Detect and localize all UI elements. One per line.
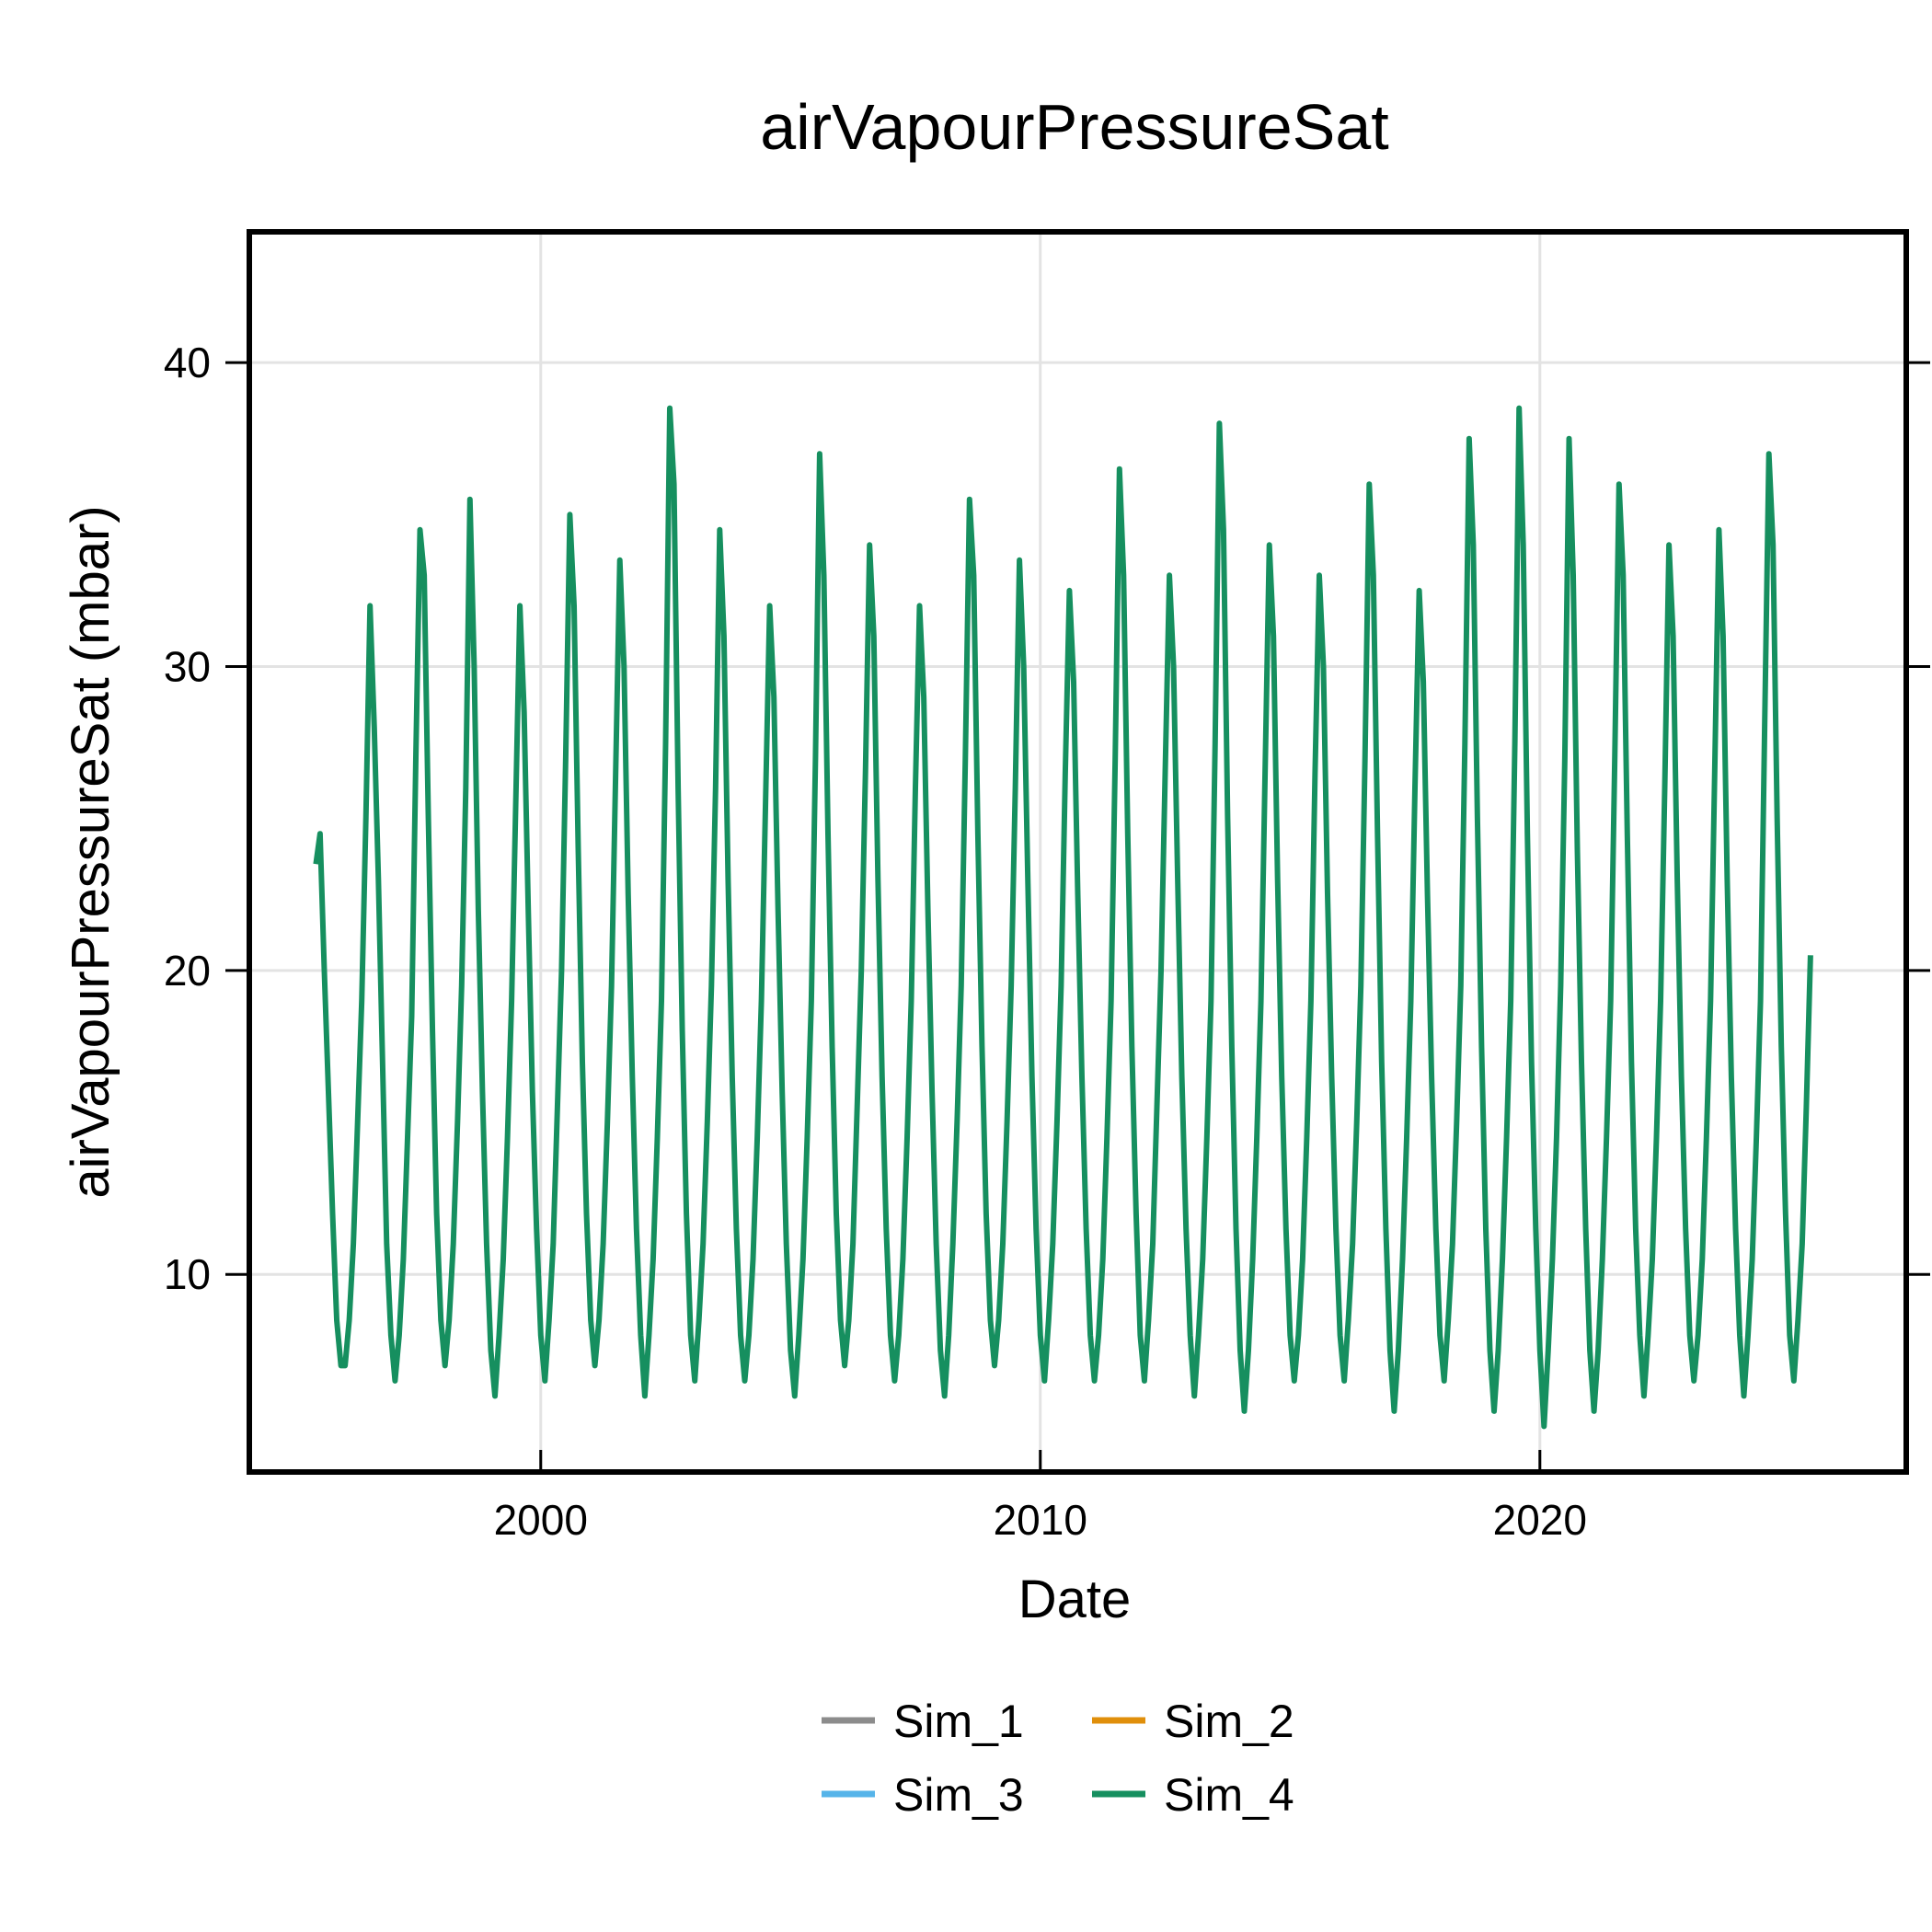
- legend-entry: Sim_4: [1092, 1769, 1294, 1821]
- x-axis-label: Date: [1018, 1570, 1132, 1629]
- x-tick-label: 2020: [1493, 1496, 1587, 1544]
- y-tick-label: 30: [164, 642, 211, 690]
- y-tick-label: 20: [164, 947, 211, 995]
- series-layer: [313, 405, 1813, 1430]
- y-tick-label: 10: [164, 1250, 211, 1298]
- legend-entry: Sim_1: [822, 1696, 1024, 1747]
- legend-label: Sim_2: [1164, 1696, 1294, 1747]
- legend-label: Sim_4: [1164, 1769, 1294, 1821]
- plot-frame: [247, 229, 1909, 1475]
- y-tick-label: 40: [164, 339, 211, 386]
- legend-entry: Sim_2: [1092, 1696, 1294, 1747]
- legend-label: Sim_3: [893, 1769, 1024, 1821]
- x-tick-label: 2000: [494, 1496, 588, 1544]
- axis-ticks: 2000 2010 2020 10 20 30 40: [164, 339, 1930, 1544]
- legend: Sim_1 Sim_2 Sim_3 Sim_4: [822, 1696, 1294, 1821]
- series-line-sim-4: [313, 405, 1813, 1430]
- y-axis-label: airVapourPressureSat (mbar): [61, 505, 121, 1198]
- chart-title: airVapourPressureSat: [760, 91, 1389, 163]
- legend-label: Sim_1: [893, 1696, 1024, 1747]
- x-tick-label: 2010: [994, 1496, 1087, 1544]
- legend-entry: Sim_3: [822, 1769, 1024, 1821]
